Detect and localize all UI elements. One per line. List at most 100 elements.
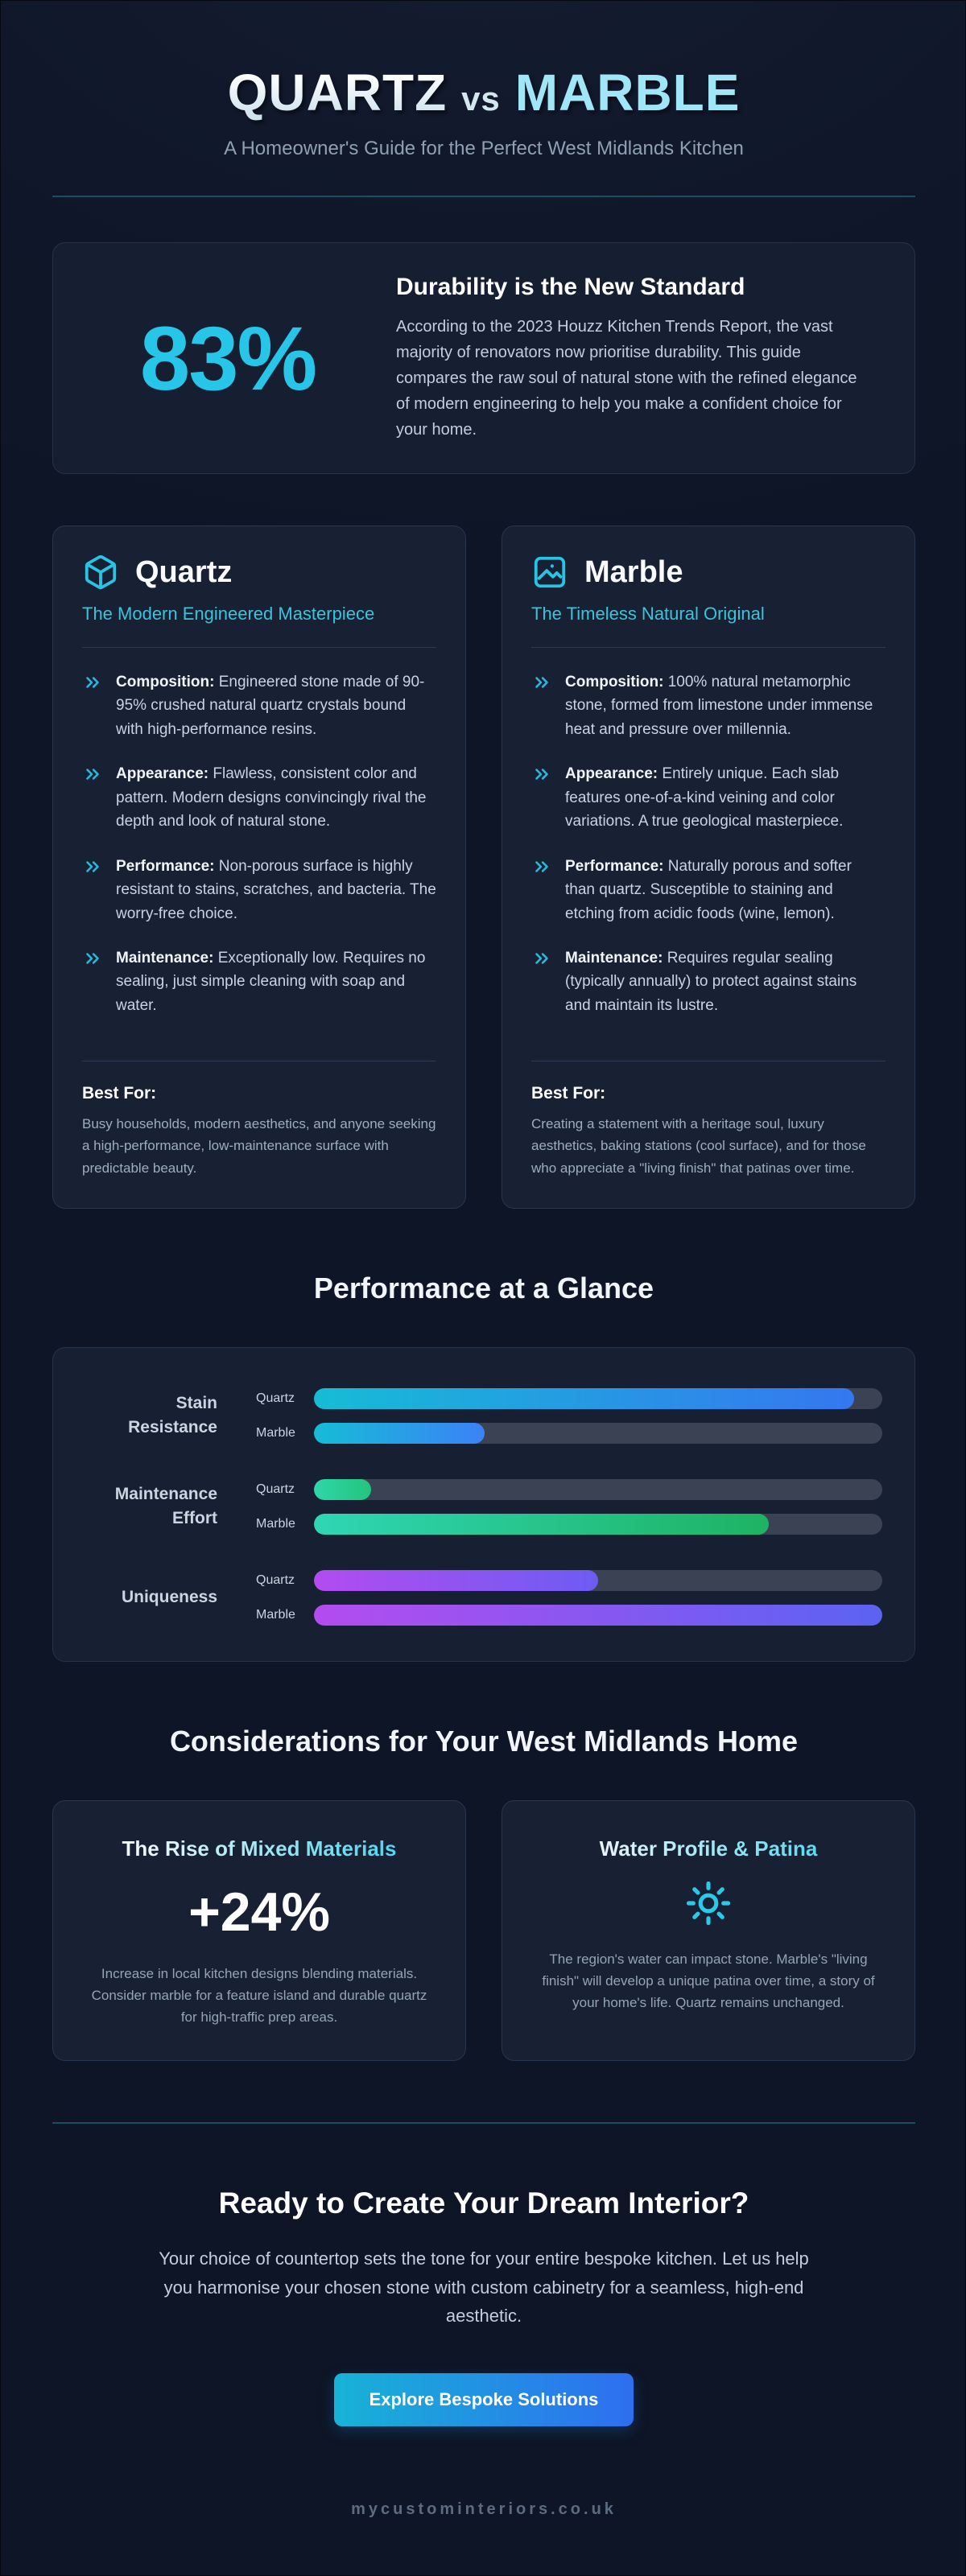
bar-fill (314, 1513, 769, 1535)
bar-series-label: Quartz (256, 1572, 295, 1587)
feature-label: Maintenance: (116, 949, 214, 967)
feature-text: Entirely unique. Each slab features one-… (565, 765, 844, 831)
chart-group-label: Uniqueness (121, 1588, 217, 1607)
chevrons-right-icon (82, 855, 103, 925)
bar-fill (314, 1604, 882, 1626)
header-divider (52, 196, 915, 197)
chevrons-right-icon (82, 946, 103, 1017)
quartz-card-header: Quartz (82, 554, 436, 591)
water-profile-title: Water Profile & Patina (535, 1836, 882, 1861)
chart-group-label: Stain Resistance (128, 1393, 217, 1437)
mixed-materials-card: The Rise of Mixed Materials +24% Increas… (52, 1799, 466, 2062)
bar-series-label: Marble (256, 1425, 295, 1440)
marble-feature-appearance: Appearance: Entirely unique. Each slab f… (531, 762, 886, 833)
chevrons-right-icon (531, 855, 552, 925)
chart-bars: Quartz Marble (256, 1478, 882, 1535)
feature-text: Naturally porous and softer than quartz.… (565, 857, 852, 922)
bar-fill (314, 1422, 485, 1444)
bar-series-label: Quartz (256, 1391, 295, 1405)
marble-feature-performance: Performance: Naturally porous and softer… (531, 855, 886, 925)
quartz-title: Quartz (135, 554, 233, 589)
marble-card-header: Marble (531, 554, 886, 591)
bar-series-label: Marble (256, 1516, 295, 1531)
best-for-label: Best For: (82, 1084, 157, 1103)
marble-feature-maintenance: Maintenance: Requires regular sealing (t… (531, 946, 886, 1017)
quartz-feature-performance: Performance: Non-porous surface is highl… (82, 855, 436, 925)
image-icon (531, 554, 568, 591)
feature-text: Exceptionally low. Requires no sealing, … (116, 949, 426, 1014)
feature-label: Appearance: (565, 765, 658, 783)
bar-fill (314, 1387, 854, 1409)
feature-label: Composition: (565, 674, 664, 690)
chart-group-maintenance-effort: Maintenance Effort Quartz Marble (85, 1478, 882, 1535)
quartz-best-for: Best For: Busy households, modern aesthe… (82, 1038, 436, 1179)
performance-chart-card: Stain Resistance Quartz Marble Maintenance … (52, 1346, 915, 1662)
footer: mycustominteriors.co.uk (52, 2500, 915, 2519)
website-url: mycustominteriors.co.uk (351, 2500, 617, 2518)
bar-series-label: Marble (256, 1607, 295, 1622)
cta-body: Your choice of countertop sets the tone … (159, 2248, 809, 2326)
stat-text: Durability is the New Standard According… (396, 274, 873, 443)
bar-fill (314, 1569, 598, 1591)
chevrons-right-icon (82, 762, 103, 833)
stat-heading: Durability is the New Standard (396, 274, 745, 300)
sun-icon (535, 1881, 882, 1926)
bar-track (314, 1513, 882, 1535)
chart-group-stain-resistance: Stain Resistance Quartz Marble (85, 1387, 882, 1444)
bar-quartz: Quartz (256, 1569, 882, 1591)
explore-bespoke-solutions-button[interactable]: Explore Bespoke Solutions (333, 2372, 634, 2426)
feature-label: Appearance: (116, 765, 209, 783)
page-subtitle: A Homeowner's Guide for the Perfect West… (224, 138, 744, 159)
chevrons-right-icon (531, 762, 552, 833)
feature-text: Flawless, consistent color and pattern. … (116, 765, 427, 831)
header: QUARTZ vs MARBLE A Homeowner's Guide for… (52, 67, 915, 197)
feature-text: Non-porous surface is highly resistant t… (116, 857, 436, 922)
marble-best-for: Best For: Creating a statement with a he… (531, 1038, 886, 1179)
quartz-tagline: The Modern Engineered Masterpiece (82, 604, 375, 624)
material-comparison: Quartz The Modern Engineered Masterpiece… (52, 526, 915, 1209)
bar-marble: Marble (256, 1422, 882, 1444)
considerations-heading: Considerations for Your West Midlands Ho… (169, 1724, 799, 1758)
bar-marble: Marble (256, 1604, 882, 1626)
chart-bars: Quartz Marble (256, 1569, 882, 1626)
stat-value: 83% (139, 307, 317, 409)
title-quartz: QUARTZ (227, 64, 448, 122)
cta-section: Ready to Create Your Dream Interior? You… (52, 2124, 915, 2426)
chevrons-right-icon (531, 946, 552, 1017)
quartz-card: Quartz The Modern Engineered Masterpiece… (52, 526, 466, 1209)
feature-text: Engineered stone made of 90-95% crushed … (116, 674, 425, 738)
mixed-materials-title: The Rise of Mixed Materials (85, 1836, 433, 1861)
bar-series-label: Quartz (256, 1482, 295, 1496)
feature-label: Performance: (116, 857, 215, 875)
durability-stat-card: 83% Durability is the New Standard Accor… (52, 242, 915, 474)
title-marble: MARBLE (514, 64, 741, 122)
feature-text: Requires regular sealing (typically annu… (565, 949, 857, 1014)
marble-title: Marble (584, 554, 683, 589)
quartz-feature-appearance: Appearance: Flawless, consistent color a… (82, 762, 436, 833)
card-divider (531, 647, 886, 648)
quartz-feature-maintenance: Maintenance: Exceptionally low. Requires… (82, 946, 436, 1017)
best-for-text: Creating a statement with a heritage sou… (531, 1116, 866, 1176)
chevrons-right-icon (82, 670, 103, 741)
bar-fill (314, 1478, 371, 1500)
feature-text: 100% natural metamorphic stone, formed f… (565, 674, 873, 738)
chart-group-label: Maintenance Effort (114, 1484, 217, 1528)
marble-card: Marble The Timeless Natural Original Com… (502, 526, 915, 1209)
title-vs: vs (461, 80, 501, 117)
water-profile-card: Water Profile & Patina The region's (502, 1799, 915, 2062)
cube-icon (82, 554, 119, 591)
chart-group-uniqueness: Uniqueness Quartz Marble (85, 1569, 882, 1626)
best-for-label: Best For: (531, 1084, 606, 1103)
water-profile-body: The region's water can impact stone. Mar… (542, 1951, 875, 2011)
performance-heading: Performance at a Glance (313, 1271, 654, 1304)
card-divider (82, 647, 436, 648)
chart-rows: Stain Resistance Quartz Marble Maintenance … (85, 1387, 882, 1626)
bar-track (314, 1478, 882, 1500)
bar-track (314, 1604, 882, 1626)
stat-body: According to the 2023 Houzz Kitchen Tren… (396, 318, 857, 439)
feature-label: Composition: (116, 674, 215, 690)
marble-tagline: The Timeless Natural Original (531, 604, 765, 624)
mixed-materials-stat: +24% (188, 1881, 330, 1943)
page-title: QUARTZ vs MARBLE (52, 67, 915, 118)
